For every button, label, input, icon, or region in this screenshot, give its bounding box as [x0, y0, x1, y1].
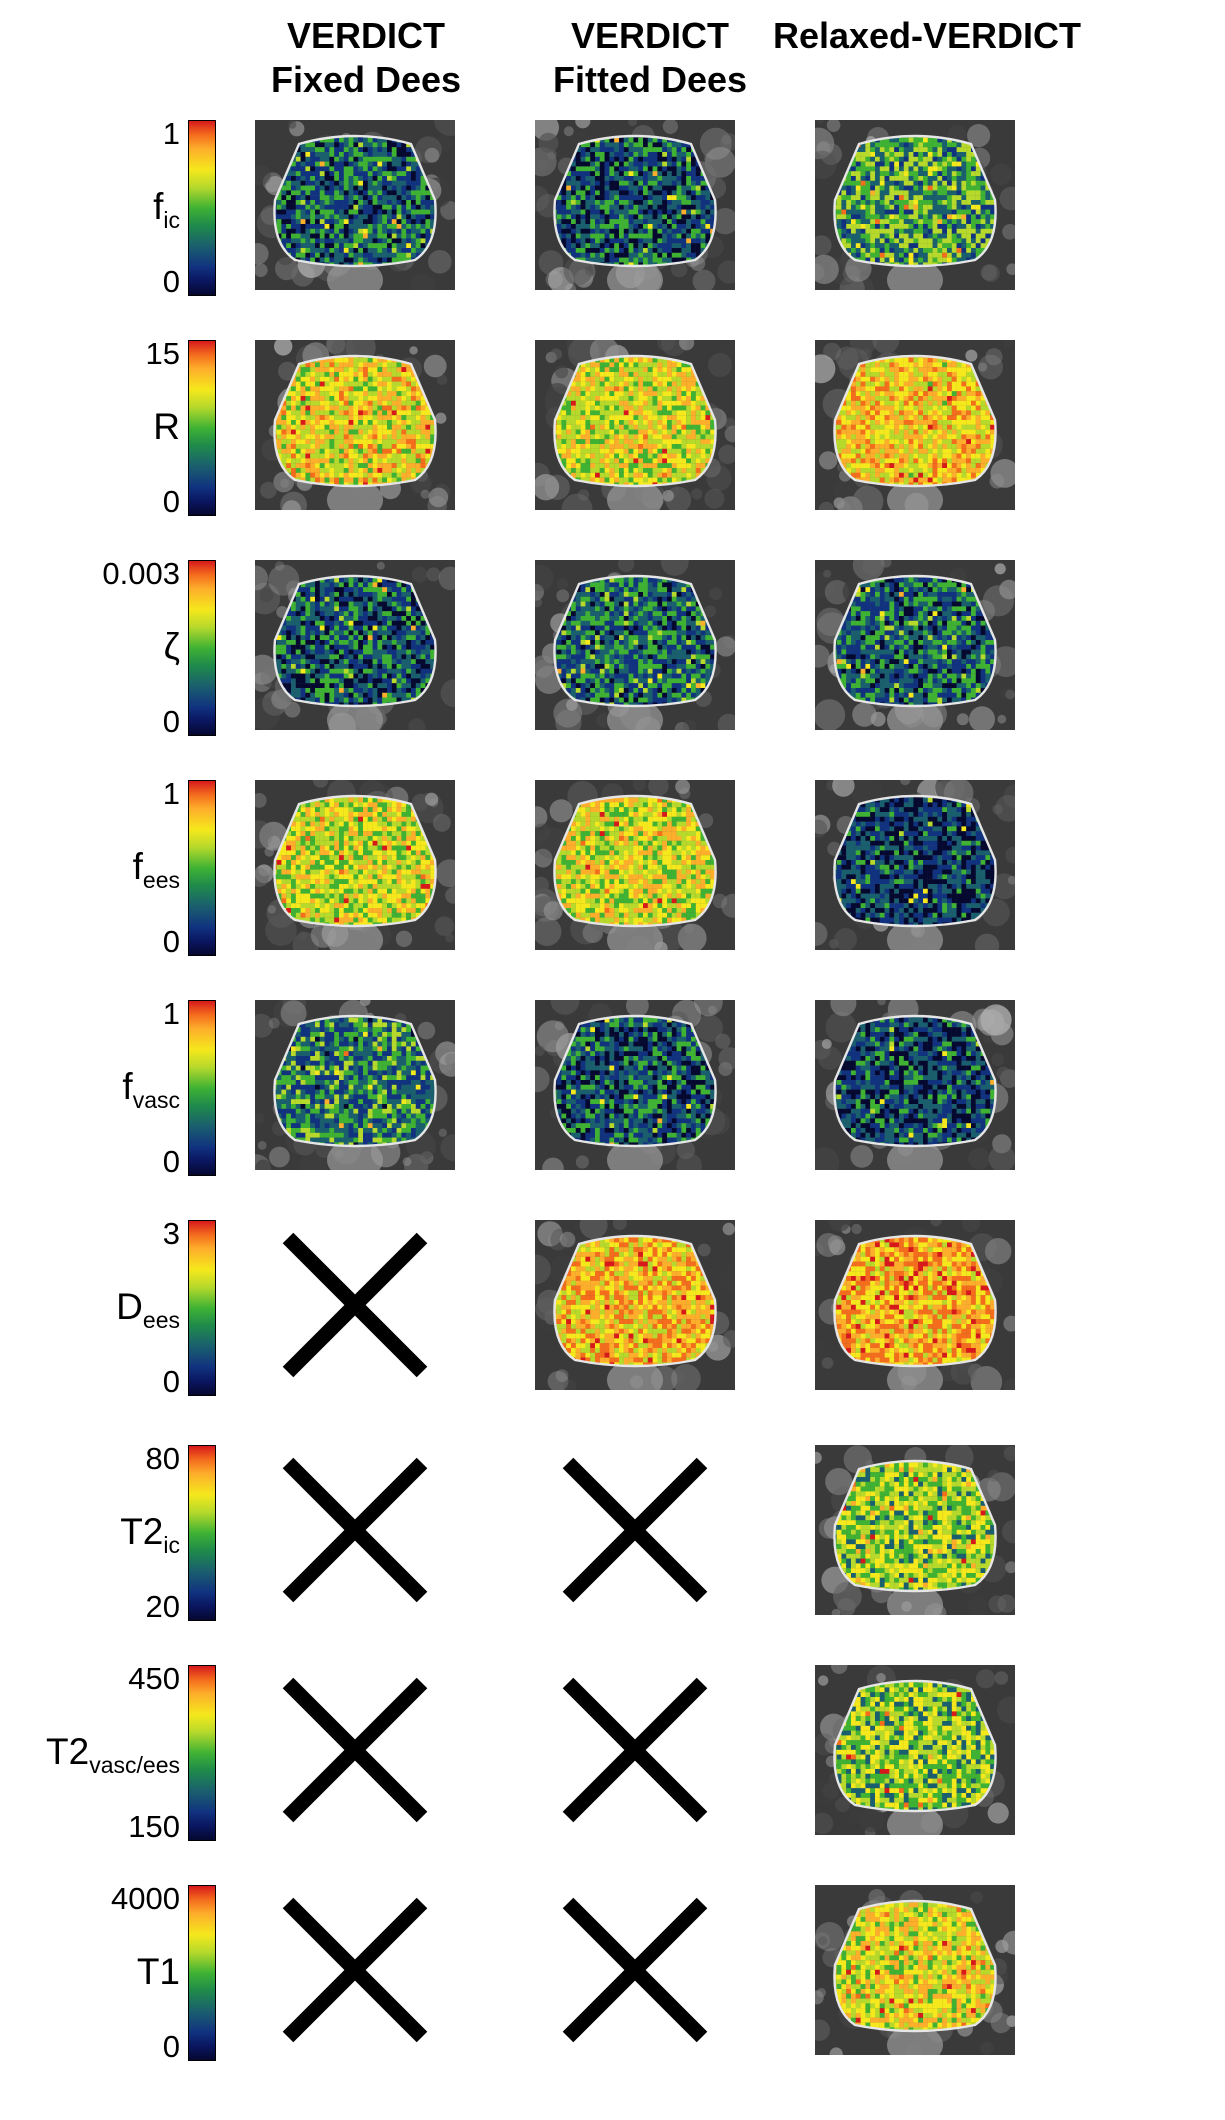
parameter-map-image: [535, 1000, 735, 1170]
parameter-symbol: f: [122, 1066, 132, 1107]
parameter-symbol: T2: [46, 1731, 89, 1772]
parameter-subscript: vasc/ees: [89, 1752, 180, 1778]
colorbar-max-label: 450: [0, 1661, 180, 1697]
parameter-label: fic: [0, 186, 180, 241]
column-header-fixed-dees: VERDICT Fixed Dees: [236, 14, 496, 102]
parameter-subscript: ic: [163, 207, 180, 233]
parameter-map-image: [815, 560, 1015, 730]
column-header-line1: Relaxed-VERDICT: [772, 14, 1082, 58]
colorbar-max-label: 1: [0, 116, 180, 152]
parameter-map-image: [815, 1885, 1015, 2055]
parameter-map-image: [815, 340, 1015, 510]
colorbar-min-label: 0: [0, 264, 180, 300]
parameter-map-image: [815, 1000, 1015, 1170]
colorbar-max-label: 15: [0, 336, 180, 372]
colorbar: [188, 780, 216, 956]
column-header-line2: Fixed Dees: [236, 58, 496, 102]
parameter-label: fees: [0, 846, 180, 901]
parameter-subscript: ees: [143, 867, 180, 893]
parameter-map-image: [255, 340, 455, 510]
parameter-map-image: [815, 1220, 1015, 1390]
not-applicable-cross-icon: [280, 1230, 430, 1380]
colorbar: [188, 340, 216, 516]
column-header-relaxed-verdict: Relaxed-VERDICT: [772, 14, 1082, 58]
not-applicable-cross-icon: [560, 1895, 710, 2045]
parameter-subscript: ic: [163, 1532, 180, 1558]
not-applicable-cross-icon: [280, 1895, 430, 2045]
colorbar: [188, 1445, 216, 1621]
colorbar: [188, 560, 216, 736]
parameter-symbol: T2: [120, 1511, 163, 1552]
parameter-map-image: [535, 120, 735, 290]
not-applicable-cross-icon: [280, 1675, 430, 1825]
not-applicable-cross-icon: [280, 1455, 430, 1605]
colorbar-min-label: 20: [0, 1589, 180, 1625]
parameter-map-image: [255, 1000, 455, 1170]
colorbar-min-label: 0: [0, 1144, 180, 1180]
parameter-symbol: f: [153, 186, 163, 227]
colorbar-min-label: 0: [0, 2029, 180, 2065]
colorbar-max-label: 0.003: [0, 556, 180, 592]
parameter-label: Dees: [0, 1286, 180, 1341]
colorbar-max-label: 1: [0, 996, 180, 1032]
parameter-map-image: [535, 780, 735, 950]
parameter-map-image: [535, 340, 735, 510]
colorbar-min-label: 0: [0, 1364, 180, 1400]
colorbar: [188, 1220, 216, 1396]
parameter-map-image: [815, 120, 1015, 290]
colorbar-max-label: 4000: [0, 1881, 180, 1917]
column-header-line2: Fitted Dees: [520, 58, 780, 102]
parameter-map-image: [535, 560, 735, 730]
parameter-map-image: [815, 1665, 1015, 1835]
parameter-symbol: R: [153, 406, 180, 447]
parameter-subscript: ees: [143, 1307, 180, 1333]
colorbar: [188, 1665, 216, 1841]
parameter-map-image: [255, 120, 455, 290]
parameter-label: T2ic: [0, 1511, 180, 1566]
parameter-symbol: T1: [137, 1951, 180, 1992]
colorbar-min-label: 150: [0, 1809, 180, 1845]
parameter-subscript: vasc: [133, 1087, 180, 1113]
column-header-line1: VERDICT: [520, 14, 780, 58]
parameter-map-image: [535, 1220, 735, 1390]
column-header-fitted-dees: VERDICT Fitted Dees: [520, 14, 780, 102]
colorbar: [188, 1000, 216, 1176]
parameter-map-image: [255, 780, 455, 950]
colorbar-min-label: 0: [0, 704, 180, 740]
parameter-symbol: D: [116, 1286, 143, 1327]
colorbar-min-label: 0: [0, 924, 180, 960]
parameter-label: R: [0, 406, 180, 448]
parameter-label: T2vasc/ees: [0, 1731, 180, 1786]
parameter-symbol: f: [133, 846, 143, 887]
colorbar: [188, 120, 216, 296]
parameter-label: T1: [0, 1951, 180, 1993]
parameter-symbol: ζ: [164, 626, 180, 667]
parameter-map-image: [815, 1445, 1015, 1615]
parameter-label: ζ: [0, 626, 180, 668]
colorbar-max-label: 3: [0, 1216, 180, 1252]
not-applicable-cross-icon: [560, 1455, 710, 1605]
parameter-label: fvasc: [0, 1066, 180, 1121]
colorbar: [188, 1885, 216, 2061]
colorbar-min-label: 0: [0, 484, 180, 520]
parameter-map-image: [255, 560, 455, 730]
colorbar-max-label: 80: [0, 1441, 180, 1477]
column-header-line1: VERDICT: [236, 14, 496, 58]
parameter-map-image: [815, 780, 1015, 950]
not-applicable-cross-icon: [560, 1675, 710, 1825]
colorbar-max-label: 1: [0, 776, 180, 812]
